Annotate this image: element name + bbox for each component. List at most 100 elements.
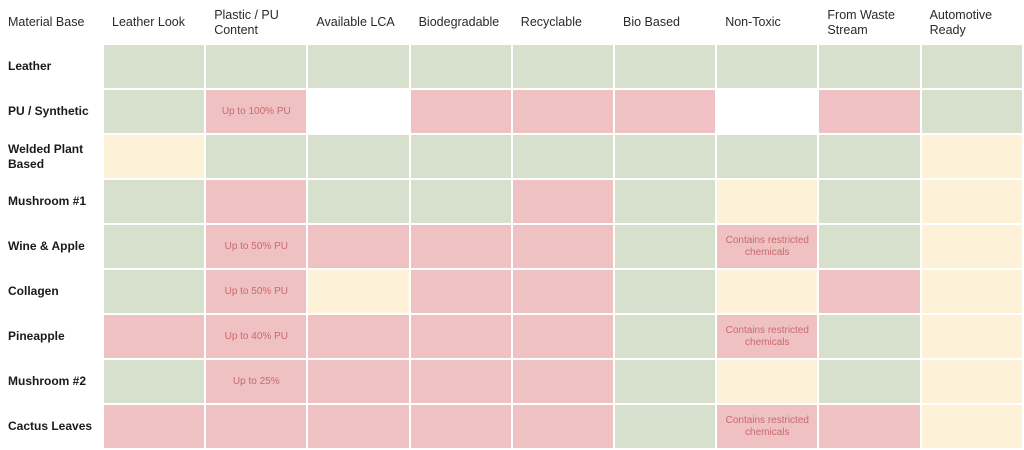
column-header: Bio Based xyxy=(623,15,680,29)
matrix-cell xyxy=(206,135,307,178)
matrix-cell xyxy=(717,135,818,178)
matrix-cell: Up to 50% PU xyxy=(206,270,307,313)
matrix-cell xyxy=(308,135,409,178)
matrix-cell xyxy=(921,270,1022,313)
matrix-cell xyxy=(104,405,205,448)
matrix-cell xyxy=(921,90,1022,133)
matrix-cell xyxy=(819,270,920,313)
matrix-cell xyxy=(308,180,409,223)
column-header: Biodegradable xyxy=(418,15,500,29)
matrix-cell xyxy=(308,225,409,268)
matrix-cell xyxy=(819,360,920,403)
row-label: Collagen xyxy=(8,284,59,298)
matrix-cell xyxy=(308,270,409,313)
matrix-cell xyxy=(308,315,409,358)
matrix-cell xyxy=(512,270,613,313)
matrix-cell: Contains restricted chemicals xyxy=(717,315,818,358)
matrix-cell: Up to 40% PU xyxy=(206,315,307,358)
matrix-cell xyxy=(615,360,716,403)
matrix-cell xyxy=(512,90,613,133)
matrix-cell xyxy=(921,135,1022,178)
matrix-cell xyxy=(512,225,613,268)
matrix-cell xyxy=(104,360,205,403)
matrix-cell: Up to 100% PU xyxy=(206,90,307,133)
matrix-cell xyxy=(921,405,1022,448)
matrix-cell xyxy=(819,405,920,448)
matrix-cell xyxy=(819,45,920,88)
matrix-cell xyxy=(104,180,205,223)
matrix-cell xyxy=(717,360,818,403)
matrix-cell xyxy=(717,45,818,88)
matrix-cell xyxy=(819,90,920,133)
matrix-cell xyxy=(819,135,920,178)
matrix-cell xyxy=(410,45,511,88)
matrix-cell xyxy=(615,45,716,88)
matrix-cell xyxy=(206,45,307,88)
matrix-cell xyxy=(410,360,511,403)
matrix-cell xyxy=(717,270,818,313)
matrix-cell xyxy=(819,180,920,223)
matrix-cell xyxy=(921,225,1022,268)
matrix-cell xyxy=(410,270,511,313)
matrix-cell xyxy=(308,405,409,448)
matrix-cell xyxy=(615,225,716,268)
matrix-cell xyxy=(819,315,920,358)
matrix-cell: Contains restricted chemicals xyxy=(717,405,818,448)
row-label: Mushroom #2 xyxy=(8,374,87,388)
matrix-cell xyxy=(104,270,205,313)
row-label: Mushroom #1 xyxy=(8,194,87,208)
matrix-cell xyxy=(206,405,307,448)
matrix-cell xyxy=(615,315,716,358)
column-header: From Waste Stream xyxy=(827,7,895,37)
matrix-cell xyxy=(615,180,716,223)
row-label: Pineapple xyxy=(8,329,65,343)
matrix-cell xyxy=(512,45,613,88)
matrix-cell xyxy=(717,180,818,223)
matrix-cell xyxy=(512,135,613,178)
row-label: Leather xyxy=(8,59,52,73)
matrix-cell xyxy=(615,135,716,178)
matrix-cell xyxy=(921,315,1022,358)
matrix-cell xyxy=(921,180,1022,223)
matrix-cell xyxy=(512,315,613,358)
column-header: Recyclable xyxy=(520,15,582,29)
matrix-cell xyxy=(512,180,613,223)
corner-header: Material Base xyxy=(8,15,85,29)
column-header: Available LCA xyxy=(316,15,395,29)
row-label: Welded Plant Based xyxy=(8,141,84,171)
row-label: PU / Synthetic xyxy=(8,104,89,118)
matrix-cell xyxy=(104,315,205,358)
matrix-cell xyxy=(308,45,409,88)
row-label: Wine & Apple xyxy=(8,239,85,253)
matrix-cell xyxy=(921,360,1022,403)
matrix-cell xyxy=(819,225,920,268)
matrix-cell xyxy=(615,405,716,448)
matrix-cell: Up to 50% PU xyxy=(206,225,307,268)
matrix-cell xyxy=(410,225,511,268)
matrix-cell xyxy=(615,90,716,133)
matrix-cell: Up to 25% xyxy=(206,360,307,403)
matrix-cell xyxy=(512,360,613,403)
column-header: Leather Look xyxy=(112,15,185,29)
matrix-cell xyxy=(104,225,205,268)
matrix-cell xyxy=(512,405,613,448)
matrix-cell xyxy=(615,270,716,313)
matrix-cell xyxy=(104,90,205,133)
matrix-cell xyxy=(921,45,1022,88)
matrix-cell xyxy=(410,180,511,223)
matrix-cell xyxy=(308,90,409,133)
matrix-cell: Contains restricted chemicals xyxy=(717,225,818,268)
matrix-cell xyxy=(410,90,511,133)
column-header: Non-Toxic xyxy=(725,15,781,29)
matrix-cell xyxy=(104,135,205,178)
matrix-cell xyxy=(104,45,205,88)
matrix-cell xyxy=(410,135,511,178)
column-header: Automotive Ready xyxy=(929,7,993,37)
row-label: Cactus Leaves xyxy=(8,419,93,433)
matrix-cell xyxy=(717,90,818,133)
matrix-cell xyxy=(308,360,409,403)
column-header: Plastic / PU Content xyxy=(214,7,279,37)
matrix-cell xyxy=(410,315,511,358)
matrix-cell xyxy=(206,180,307,223)
